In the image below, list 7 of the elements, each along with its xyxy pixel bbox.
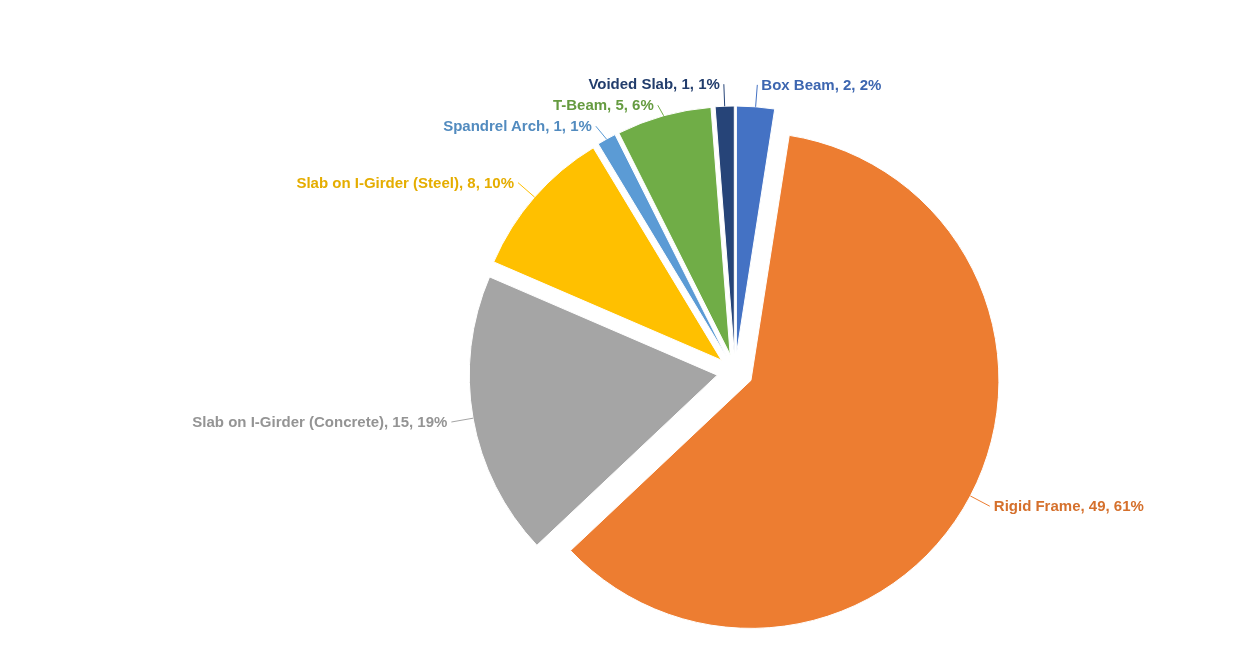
legend-label: Slab on I-Girder (Steel), 8, 10% — [296, 173, 515, 191]
slice-label: Slab on I-Girder (Concrete), 15, 19% — [192, 413, 448, 431]
slice-label: Spandrel Arch, 1, 1% — [443, 117, 592, 135]
slice-label: Voided Slab, 1, 1% — [588, 75, 720, 93]
slice-label: Box Beam, 2, 2% — [761, 76, 882, 94]
slice-label: T-Beam, 5, 6% — [552, 96, 654, 114]
slice-label: Rigid Frame, 49, 61% — [993, 497, 1144, 515]
